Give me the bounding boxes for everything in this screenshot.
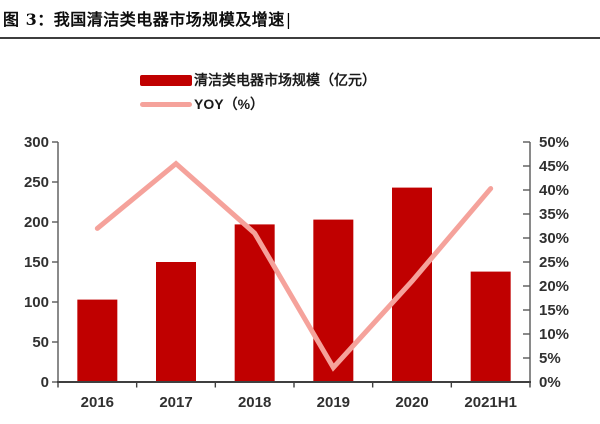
right-axis-tick-label: 25% xyxy=(539,254,569,271)
x-axis-label-2016: 2016 xyxy=(81,394,114,411)
bar-2016 xyxy=(77,299,118,383)
x-axis-label-2019: 2019 xyxy=(317,394,350,411)
right-axis-tick-label: 20% xyxy=(539,278,569,295)
legend-label-yoy: YOY（%） xyxy=(194,96,265,112)
left-axis-tick-label: 50 xyxy=(32,334,49,351)
x-axis-label-2017: 2017 xyxy=(159,394,192,411)
left-axis-tick-label: 300 xyxy=(24,134,49,151)
left-axis-tick-label: 250 xyxy=(24,174,49,191)
bar-2018 xyxy=(234,224,275,383)
bar-2021H1 xyxy=(470,271,511,383)
right-axis-tick-label: 35% xyxy=(539,206,569,223)
left-axis-tick-label: 0 xyxy=(41,374,49,391)
figure-title-text: 图 3：我国清洁类电器市场规模及增速 xyxy=(3,10,285,29)
chart-legend: 清洁类电器市场规模（亿元） YOY（%） xyxy=(140,68,376,116)
text-cursor: | xyxy=(285,10,292,29)
right-axis-tick-label: 30% xyxy=(539,230,569,247)
right-axis-tick-label: 40% xyxy=(539,182,569,199)
legend-line-swatch xyxy=(140,101,192,107)
right-axis-tick-label: 50% xyxy=(539,134,569,151)
left-axis-tick-label: 200 xyxy=(24,214,49,231)
x-axis-label-2018: 2018 xyxy=(238,394,271,411)
x-axis-label-2021H1: 2021H1 xyxy=(464,394,517,411)
left-axis-tick-label: 150 xyxy=(24,254,49,271)
legend-bar-swatch xyxy=(140,74,192,86)
bar-2020 xyxy=(392,187,432,383)
title-divider xyxy=(0,37,600,39)
bar-2017 xyxy=(156,262,196,383)
right-axis-tick-label: 45% xyxy=(539,158,569,175)
x-axis-label-2020: 2020 xyxy=(395,394,428,411)
right-axis-tick-label: 5% xyxy=(539,350,561,367)
figure-title[interactable]: 图 3：我国清洁类电器市场规模及增速| xyxy=(3,6,597,30)
legend-item-yoy: YOY（%） xyxy=(140,92,376,116)
right-axis-tick-label: 15% xyxy=(539,302,569,319)
bar-2019 xyxy=(313,219,354,383)
right-axis-tick-label: 10% xyxy=(539,326,569,343)
left-axis-tick-label: 100 xyxy=(24,294,49,311)
yoy-line xyxy=(94,160,494,372)
legend-label-market-size: 清洁类电器市场规模（亿元） xyxy=(194,72,376,88)
legend-item-market-size: 清洁类电器市场规模（亿元） xyxy=(140,68,376,92)
right-axis-tick-label: 0% xyxy=(539,374,561,391)
